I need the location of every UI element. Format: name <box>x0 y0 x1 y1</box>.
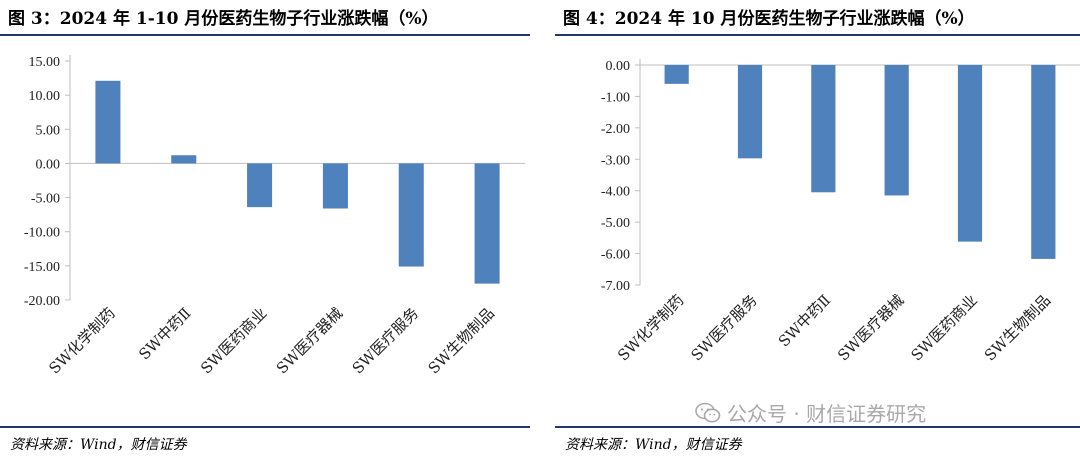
category-label: SW中药Ⅱ <box>775 291 834 350</box>
right-bottom-rule <box>555 426 1080 428</box>
bar <box>664 65 689 84</box>
bar <box>737 65 763 159</box>
y-tick-label: 5.00 <box>36 123 61 138</box>
bar <box>247 163 273 208</box>
left-bottom-rule <box>0 426 530 428</box>
y-tick-label: 15.00 <box>29 55 61 70</box>
y-tick-label: -4.00 <box>601 185 630 200</box>
y-tick-label: 10.00 <box>29 89 61 104</box>
y-tick-label: 0.00 <box>36 157 61 172</box>
category-label: SW医疗器械 <box>273 304 346 377</box>
category-label: SW医药商业 <box>197 304 270 377</box>
y-tick-label: -15.00 <box>24 260 60 275</box>
y-tick-label: -5.00 <box>31 192 60 207</box>
watermark: 公众号 · 财信证券研究 <box>695 398 926 429</box>
category-label: SW医疗器械 <box>834 291 907 364</box>
left-chart-panel: 图 3：2024 年 1-10 月份医药生物子行业涨跌幅（%） 15.00 10.… <box>0 0 530 462</box>
category-label: SW生物制品 <box>981 291 1054 364</box>
bar <box>957 65 983 242</box>
category-label: SW生物制品 <box>425 304 498 377</box>
category-label: SW中药Ⅱ <box>135 304 194 363</box>
right-source-note: 资料来源：Wind，财信证券 <box>565 437 742 453</box>
y-tick-label: -6.00 <box>601 248 630 263</box>
category-label: SW医疗服务 <box>687 291 760 364</box>
y-tick-label: -2.00 <box>601 122 630 137</box>
right-bar-chart: 0.00-1.00-2.00-3.00-4.00-5.00-6.00-7.00S… <box>601 59 1080 364</box>
bar <box>811 65 836 193</box>
category-label: SW化学制药 <box>614 291 687 364</box>
left-source-note: 资料来源：Wind，财信证券 <box>10 437 187 453</box>
wechat-icon <box>695 402 721 429</box>
bar <box>1031 65 1056 259</box>
bar <box>474 163 500 284</box>
category-label: SW医疗服务 <box>349 304 422 377</box>
left-top-rule <box>0 34 530 36</box>
category-label: SW医药商业 <box>907 291 980 364</box>
bar <box>884 65 909 196</box>
bar <box>95 80 121 164</box>
bar <box>171 155 197 164</box>
category-label: SW化学制药 <box>45 304 118 377</box>
right-chart-panel: 图 4：2024 年 10 月份医药生物子行业涨跌幅（%） 0.00 -1.00 -… <box>555 0 1080 462</box>
watermark-text: 公众号 · 财信证券研究 <box>727 402 927 426</box>
y-tick-label: -7.00 <box>601 279 630 294</box>
bar <box>398 163 424 267</box>
y-tick-label: -5.00 <box>601 216 630 231</box>
bar <box>322 163 348 209</box>
y-tick-label: -10.00 <box>24 226 60 241</box>
y-tick-label: -1.00 <box>601 90 630 105</box>
right-top-rule <box>555 34 1080 36</box>
y-tick-label: -20.00 <box>24 294 60 309</box>
left-bar-chart: 15.00 10.00 5.00 0.00 -5.00 -10.00 -15.00 -20.0… <box>24 55 525 377</box>
y-tick-label: 0.00 <box>606 59 631 74</box>
right-chart-title: 图 4：2024 年 10 月份医药生物子行业涨跌幅（%） <box>563 9 975 29</box>
y-tick-label: -3.00 <box>601 153 630 168</box>
left-chart-title: 图 3：2024 年 1-10 月份医药生物子行业涨跌幅（%） <box>8 9 439 29</box>
